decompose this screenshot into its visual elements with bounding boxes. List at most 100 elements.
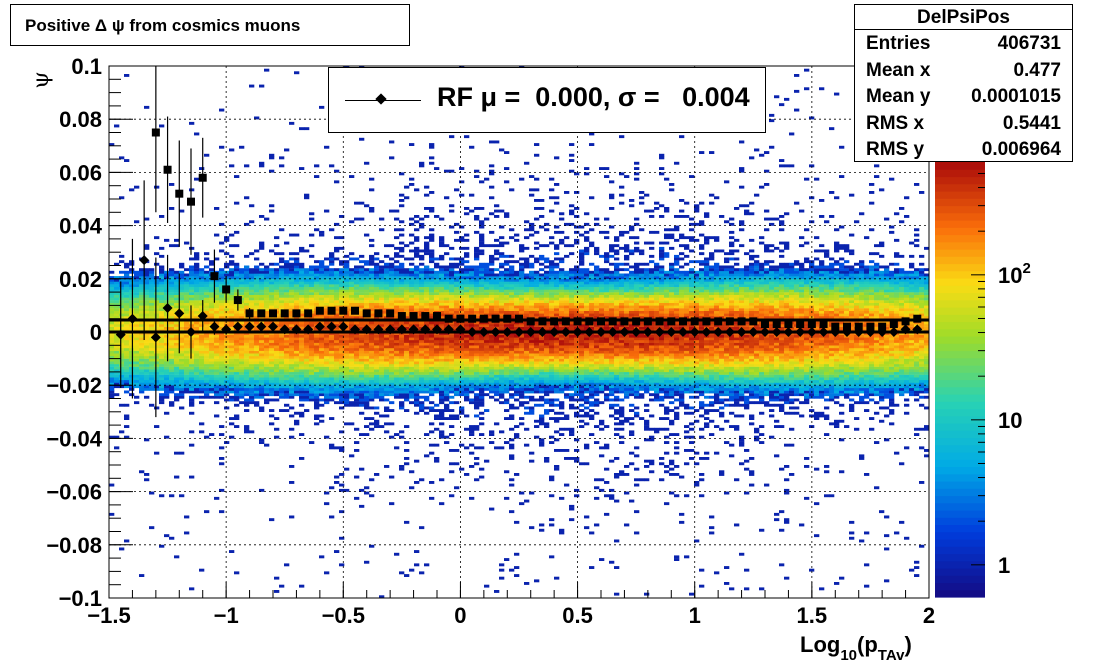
square-marker [433, 312, 441, 321]
square-marker [187, 197, 195, 206]
square-marker [772, 320, 781, 329]
diamond-marker [689, 327, 700, 337]
square-marker [749, 317, 758, 326]
square-marker [456, 314, 465, 323]
diamond-marker [420, 324, 431, 335]
square-marker [175, 189, 184, 198]
square-marker [362, 309, 371, 318]
square-marker [597, 317, 605, 326]
diamond-marker [186, 327, 196, 337]
diamond-marker [490, 327, 501, 337]
stats-label: Mean x [866, 59, 931, 81]
square-marker [702, 317, 711, 326]
square-marker [292, 309, 301, 318]
stats-value: 0.5441 [1002, 112, 1061, 134]
diamond-marker [806, 327, 817, 337]
y-tick-label: 0.08 [59, 107, 102, 132]
diamond-marker [771, 327, 782, 337]
square-marker [257, 309, 266, 318]
stats-row-rms-y: RMS y 0.006964 [855, 136, 1072, 163]
diamond-marker [642, 327, 653, 337]
x-tick-label: −1 [214, 603, 239, 628]
square-marker [889, 320, 898, 329]
x-tick-label: −0.5 [322, 603, 365, 628]
square-marker [561, 317, 570, 326]
y-tick-label: 0.04 [59, 214, 103, 239]
square-marker [526, 317, 535, 326]
square-marker [386, 309, 395, 318]
diamond-marker [256, 321, 267, 332]
square-marker [761, 320, 769, 329]
y-tick-label: −0.1 [59, 586, 102, 611]
diamond-marker [478, 327, 489, 337]
diamond-marker [560, 327, 571, 337]
diamond-marker [666, 327, 677, 337]
diamond-marker [408, 324, 419, 335]
square-marker [233, 296, 242, 305]
legend: RF μ = 0.000, σ = 0.004 [328, 67, 766, 133]
palette-tick-label: 102 [998, 260, 1031, 288]
diamond-marker [244, 321, 255, 332]
stats-name: DelPsiPos [855, 5, 1072, 30]
stats-row-entries: Entries 406731 [855, 30, 1072, 57]
diamond-marker [268, 321, 278, 332]
square-marker [280, 309, 289, 318]
diamond-marker [724, 327, 735, 337]
square-marker [608, 317, 617, 326]
square-marker [151, 128, 160, 137]
diamond-marker [525, 327, 536, 337]
diamond-marker [338, 321, 349, 332]
square-marker [538, 317, 547, 326]
square-marker [491, 314, 500, 323]
diamond-marker [385, 324, 396, 335]
stats-box: DelPsiPos Entries 406731 Mean x 0.477 Me… [854, 4, 1073, 162]
stats-row-mean-x: Mean x 0.477 [855, 57, 1072, 84]
diamond-marker [912, 324, 923, 335]
square-marker [163, 165, 172, 174]
diamond-marker [900, 324, 911, 335]
stats-row-mean-y: Mean y 0.0001015 [855, 83, 1072, 110]
square-marker [866, 322, 875, 331]
y-tick-label: 0.06 [59, 160, 102, 185]
diamond-marker [279, 324, 290, 335]
square-marker [550, 317, 559, 326]
diamond-marker [654, 327, 665, 337]
diamond-marker [713, 327, 724, 337]
axes: −1.5 −1 −0.5 0 0.5 1 1.5 2 −0.1 −0.08 −0.06 −0.04 −0… [46, 54, 935, 628]
square-marker [831, 322, 840, 331]
square-marker [210, 272, 219, 281]
diamond-marker [373, 324, 384, 335]
square-marker [655, 317, 664, 326]
diamond-marker [455, 324, 466, 335]
y-tick-label: 0 [90, 320, 102, 345]
stats-label: RMS y [866, 139, 925, 161]
stats-row-rms-x: RMS x 0.5441 [855, 110, 1072, 137]
diamond-marker [502, 327, 513, 337]
square-marker [643, 317, 652, 326]
square-marker [198, 173, 207, 182]
stats-value: 0.477 [1013, 59, 1061, 81]
x-axis-label: Log10(pTAv) [800, 632, 912, 664]
square-marker [714, 317, 723, 326]
diamond-marker [467, 327, 478, 337]
square-marker [409, 312, 418, 321]
diamond-marker [736, 327, 747, 337]
stats-value: 0.0001015 [971, 86, 1061, 108]
diamond-marker [209, 321, 220, 332]
palette-tick-label: 10 [998, 408, 1022, 433]
square-marker [327, 306, 336, 315]
square-marker [374, 309, 383, 318]
stats-value: 0.006964 [981, 139, 1061, 161]
diamond-marker [221, 324, 232, 335]
square-marker [854, 322, 863, 331]
x-tick-label: −1.5 [87, 603, 130, 628]
diamond-marker [432, 324, 442, 335]
y-axis-label: ψ [29, 71, 54, 88]
x-tick-label: 2 [923, 603, 935, 628]
diamond-marker [549, 327, 560, 337]
data-series [115, 66, 923, 418]
diamond-marker [537, 327, 548, 337]
diamond-marker [748, 327, 759, 337]
square-marker [339, 306, 348, 315]
